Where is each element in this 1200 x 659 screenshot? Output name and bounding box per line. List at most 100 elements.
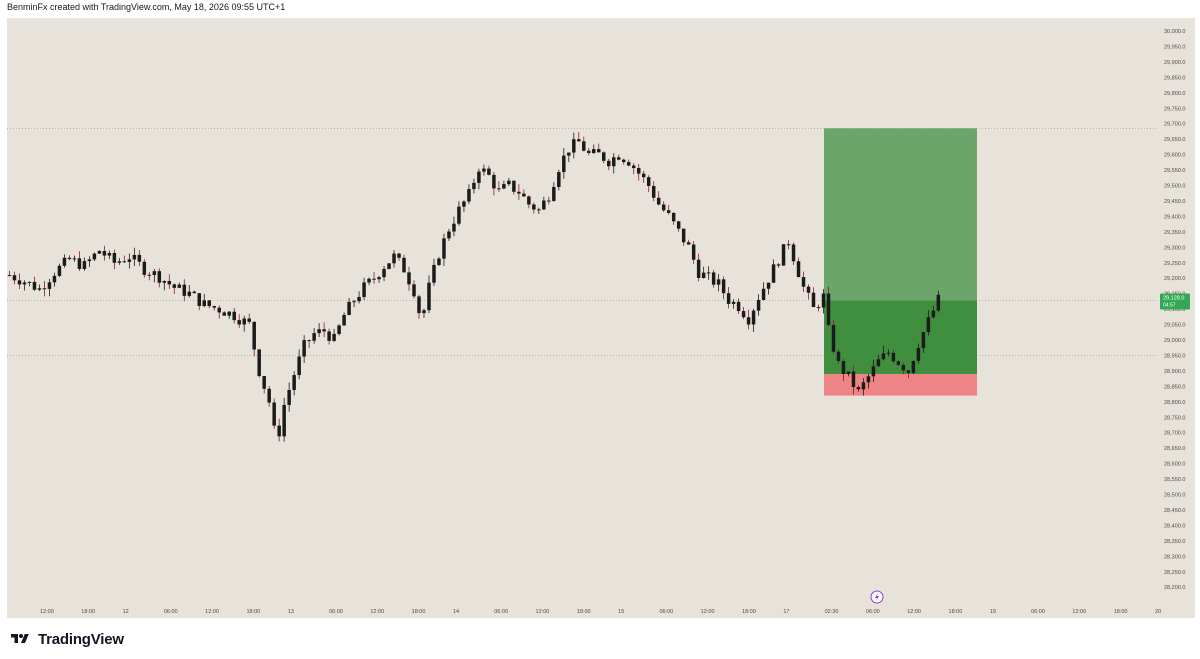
candle-body — [621, 159, 626, 163]
profit-active-zone[interactable] — [824, 300, 977, 374]
candle-body — [602, 152, 606, 161]
time-tick-label: 12:00 — [1072, 609, 1086, 615]
candle-body — [62, 257, 67, 266]
chart-background — [7, 18, 1195, 618]
candle-body — [841, 361, 846, 374]
candle-body — [542, 200, 546, 210]
candle-body — [607, 160, 611, 167]
stop-loss-zone[interactable] — [824, 373, 977, 396]
price-tick-label: 28,650.0 — [1164, 446, 1185, 452]
time-tick-label: 12:00 — [907, 609, 921, 615]
price-tick-label: 28,900.0 — [1164, 369, 1185, 375]
time-tick-label: 12:00 — [370, 609, 384, 615]
candle-body — [736, 301, 741, 312]
time-tick-label: 02:30 — [825, 609, 839, 615]
candle-body — [457, 206, 461, 224]
candle-body — [342, 314, 346, 326]
candle-body — [926, 317, 931, 333]
candle-body — [916, 348, 921, 361]
candle-body — [831, 324, 836, 352]
candle-body — [292, 375, 296, 390]
candle-body — [696, 259, 701, 278]
time-tick-label: 06:00 — [1031, 609, 1045, 615]
candle-body — [836, 351, 841, 362]
candle-body — [676, 221, 681, 229]
candle-body — [72, 258, 77, 260]
price-tick-label: 29,450.0 — [1164, 199, 1185, 205]
candle-body — [127, 259, 132, 262]
tradingview-brand[interactable]: TradingView — [8, 630, 124, 648]
candle-body — [856, 387, 861, 390]
candle-body — [771, 264, 776, 283]
candle-body — [107, 253, 112, 256]
profit-target-zone[interactable] — [824, 128, 977, 301]
candle-body — [37, 288, 42, 290]
candle-body — [462, 201, 466, 207]
candle-body — [731, 301, 736, 304]
candle-body — [751, 310, 756, 325]
candle-body — [691, 244, 696, 260]
lightning-icon[interactable] — [870, 590, 884, 604]
candle-body — [881, 353, 886, 360]
candle-body — [277, 425, 281, 437]
chart-area[interactable]: 30,000.0 29,950.0 29,900.0 29,850.0 29,800.0… — [7, 18, 1195, 618]
candle-body — [482, 168, 486, 172]
candle-body — [407, 272, 411, 285]
price-tick-label: 29,050.0 — [1164, 323, 1185, 329]
candle-body — [67, 257, 72, 260]
candle-body — [52, 275, 57, 283]
candle-body — [746, 317, 751, 325]
bar-countdown-label: 04:57 — [1163, 302, 1176, 308]
candle-body — [232, 311, 236, 321]
time-tick-label: 17 — [783, 609, 789, 615]
candle-body — [901, 364, 906, 371]
candle-body — [507, 180, 511, 185]
candle-body — [557, 172, 561, 187]
candle-body — [741, 311, 746, 318]
candle-body — [452, 223, 456, 232]
candle-body — [527, 196, 531, 205]
time-tick-label: 06:00 — [866, 609, 880, 615]
candle-body — [262, 376, 266, 389]
candle-body — [636, 168, 641, 174]
candle-body — [82, 261, 87, 269]
candle-body — [646, 177, 651, 186]
candle-body — [77, 258, 82, 269]
candle-body — [577, 139, 581, 142]
candle-body — [671, 212, 676, 222]
candle-body — [417, 296, 421, 314]
candle-body — [891, 352, 896, 362]
candle-body — [372, 278, 376, 280]
candle-body — [896, 361, 901, 365]
candle-body — [776, 264, 781, 266]
candle-body — [547, 200, 551, 202]
price-chart[interactable]: 30,000.0 29,950.0 29,900.0 29,850.0 29,800.0… — [7, 18, 1195, 618]
candle-body — [821, 293, 826, 308]
candle-body — [287, 389, 291, 405]
price-tick-label: 29,200.0 — [1164, 276, 1185, 282]
price-tick-label: 29,650.0 — [1164, 137, 1185, 143]
price-tick-label: 28,350.0 — [1164, 539, 1185, 545]
candle-body — [861, 382, 866, 390]
price-axis: 30,000.0 29,950.0 29,900.0 29,850.0 29,800.0… — [1164, 29, 1185, 591]
price-tick-label: 28,750.0 — [1164, 415, 1185, 421]
price-tick-label: 28,700.0 — [1164, 431, 1185, 437]
candle-body — [936, 294, 941, 311]
price-tick-label: 29,750.0 — [1164, 106, 1185, 112]
candle-body — [437, 258, 441, 265]
candle-body — [332, 333, 336, 341]
price-tick-label: 29,350.0 — [1164, 230, 1185, 236]
candle-body — [597, 149, 601, 153]
candle-body — [711, 272, 716, 285]
candle-body — [352, 301, 356, 303]
candle-body — [572, 139, 576, 153]
candle-body — [412, 284, 416, 297]
time-tick-label: 13 — [288, 609, 294, 615]
candle-body — [382, 268, 386, 278]
long-position-tool[interactable] — [824, 128, 977, 396]
candle-body — [517, 191, 521, 194]
current-price-badge — [1160, 293, 1190, 310]
candle-body — [467, 189, 471, 202]
price-tick-label: 29,300.0 — [1164, 245, 1185, 251]
time-tick-label: 18:00 — [246, 609, 260, 615]
